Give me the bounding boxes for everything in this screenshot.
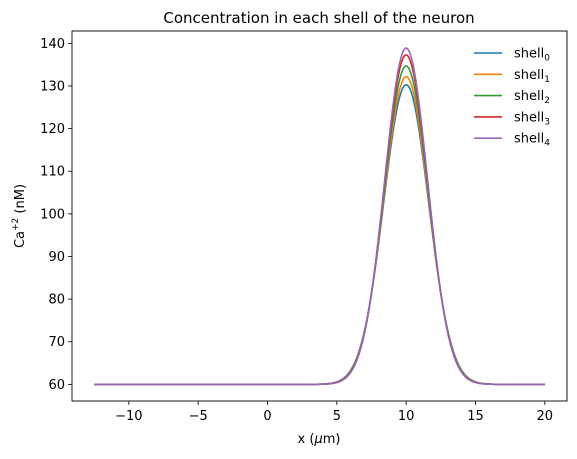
x-tick-label: 10 — [398, 409, 415, 424]
x-tick-label: −5 — [189, 409, 208, 424]
x-tick-label: 0 — [263, 409, 271, 424]
y-axis-label-base: Ca — [13, 231, 28, 248]
plot-frame — [71, 30, 568, 402]
legend-label-shell-4: shell4 — [514, 132, 550, 149]
y-tick-label: 70 — [48, 335, 65, 350]
legend-label-shell-1: shell1 — [514, 68, 550, 85]
y-tick-label: 60 — [48, 378, 65, 393]
x-tick-label: 5 — [333, 409, 341, 424]
y-axis-label-sup: +2 — [11, 218, 21, 231]
x-axis-label-tail: m) — [323, 432, 341, 447]
plot-area — [71, 30, 568, 402]
x-tick-label: 20 — [537, 409, 554, 424]
x-tick-label: 15 — [467, 409, 484, 424]
y-tick-label: 140 — [40, 37, 65, 52]
series-line-shell-0 — [94, 83, 545, 386]
series-line-shell-2 — [94, 65, 545, 386]
y-tick-label: 80 — [48, 293, 65, 308]
legend: shell0 shell1 shell2 shell3 shell4 — [474, 47, 550, 149]
x-axis-label: x (μm) — [298, 432, 341, 447]
y-axis-label: Ca+2 (nM) — [11, 184, 28, 248]
y-tick-label: 120 — [40, 122, 65, 137]
series-lines — [94, 47, 545, 386]
y-tick-label: 130 — [40, 79, 65, 94]
x-axis-label-base: x ( — [298, 432, 315, 447]
chart-title: Concentration in each shell of the neuro… — [163, 9, 474, 27]
y-axis-ticks: 60 70 80 90 100 110 120 130 140 — [40, 37, 72, 393]
x-axis-ticks: −10 −5 0 5 10 15 20 — [115, 401, 553, 424]
y-axis-label-tail: (nM) — [13, 184, 28, 218]
legend-label-shell-3: shell3 — [514, 110, 550, 127]
y-tick-label: 90 — [48, 250, 65, 265]
x-tick-label: −10 — [115, 409, 142, 424]
y-tick-label: 110 — [40, 165, 65, 180]
x-axis-label-mu: μ — [313, 432, 322, 447]
legend-label-shell-2: shell2 — [514, 89, 550, 106]
legend-label-shell-0: shell0 — [514, 47, 550, 64]
series-line-shell-4 — [94, 47, 545, 386]
series-line-shell-1 — [94, 75, 545, 386]
series-line-shell-3 — [94, 54, 545, 386]
y-tick-label: 100 — [40, 207, 65, 222]
